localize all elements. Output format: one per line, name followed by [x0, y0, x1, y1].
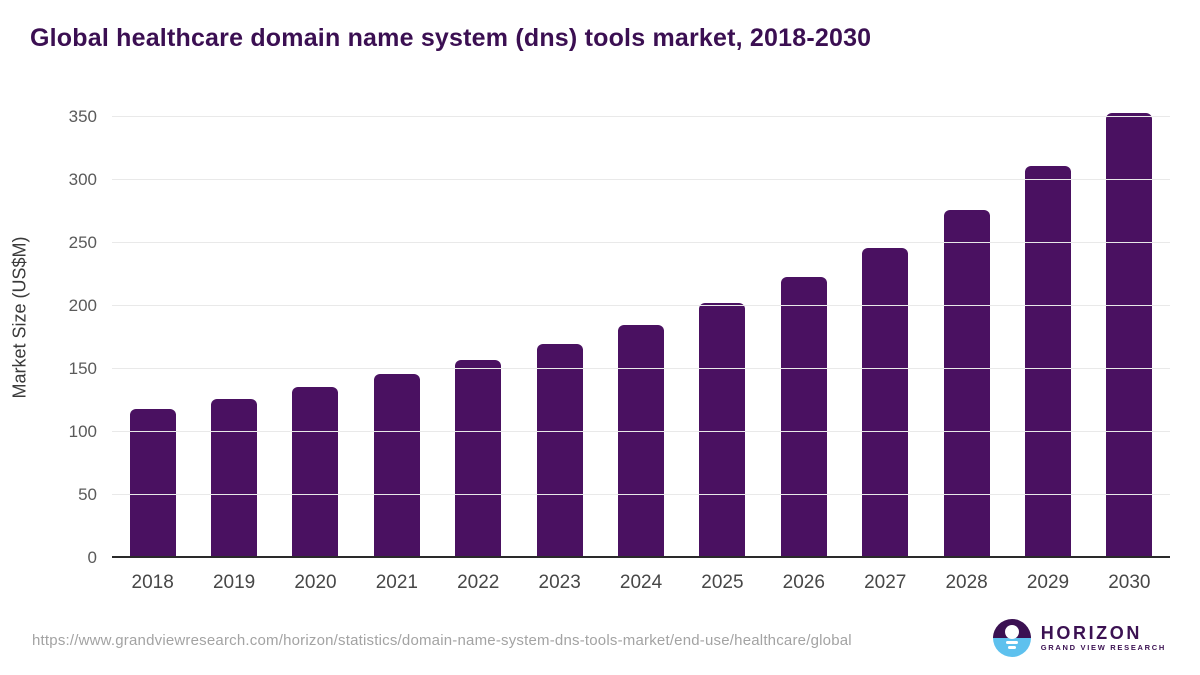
y-tick-label: 350 — [68, 107, 97, 126]
bar-slot: 2027 — [845, 117, 926, 593]
horizon-logo-icon — [992, 619, 1031, 657]
x-tick-label: 2023 — [538, 572, 581, 593]
bar-2025[interactable] — [699, 303, 746, 558]
bar-slot: 2020 — [275, 117, 356, 593]
bar-2022[interactable] — [455, 360, 502, 558]
x-tick-label: 2021 — [375, 572, 418, 593]
y-tick-label: 250 — [68, 233, 97, 252]
logo-text: HORIZON GRAND VIEW RESEARCH — [1041, 623, 1166, 653]
bar-slot: 2024 — [600, 117, 681, 593]
plot-area: 2018 2019 2020 2021 2022 2023 2024 2025 2026 2027… — [112, 113, 1170, 593]
bar-2028[interactable] — [943, 210, 990, 558]
y-axis: 0 50 100 150 200 250 300 350 — [0, 108, 97, 567]
y-tick-label: 150 — [68, 359, 97, 378]
y-tick-label: 50 — [78, 485, 97, 505]
bar-2024[interactable] — [618, 324, 665, 558]
x-tick-label: 2022 — [457, 572, 500, 593]
logo-reflection-line — [1007, 646, 1016, 649]
x-tick-label: 2020 — [294, 572, 337, 593]
bars-row: 2018 2019 2020 2021 2022 2023 2024 2025 2026 2027… — [112, 113, 1170, 593]
y-tick-label: 0 — [87, 548, 97, 567]
gridline — [112, 179, 1170, 180]
bar-2018[interactable] — [129, 409, 176, 558]
bar-2029[interactable] — [1024, 166, 1071, 558]
source-url: https://www.grandviewresearch.com/horizo… — [32, 632, 852, 649]
x-tick-label: 2024 — [619, 572, 663, 593]
x-tick-label: 2027 — [864, 572, 907, 593]
logo-subtitle: GRAND VIEW RESEARCH — [1040, 643, 1166, 652]
bar-slot: 2026 — [763, 117, 844, 593]
horizon-logo: HORIZON GRAND VIEW RESEARCH — [992, 619, 1166, 657]
chart-title: Global healthcare domain name system (dn… — [30, 24, 872, 52]
x-tick-label: 2018 — [131, 572, 174, 593]
gridline — [112, 368, 1170, 369]
bar-slot: 2030 — [1089, 113, 1170, 593]
bar-slot: 2025 — [682, 117, 763, 593]
logo-sun-shape — [1004, 625, 1019, 639]
x-tick-label: 2025 — [701, 572, 744, 593]
bar-slot: 2029 — [1007, 117, 1088, 593]
y-tick-label: 200 — [68, 296, 97, 316]
bar-slot: 2023 — [519, 117, 600, 593]
bar-slot: 2018 — [112, 117, 193, 593]
bar-2023[interactable] — [536, 343, 583, 558]
bar-2020[interactable] — [292, 386, 339, 558]
x-tick-label: 2019 — [212, 572, 256, 593]
bar-2026[interactable] — [780, 277, 827, 558]
x-tick-label: 2026 — [782, 572, 825, 593]
bar-slot: 2021 — [356, 117, 437, 593]
bar-2027[interactable] — [862, 248, 909, 558]
logo-reflection-line — [1005, 641, 1018, 644]
x-tick-label: 2029 — [1026, 572, 1070, 593]
bar-2030[interactable] — [1106, 113, 1153, 558]
y-tick-label: 300 — [68, 170, 97, 189]
x-tick-label: 2028 — [945, 572, 988, 593]
gridline — [112, 305, 1170, 306]
logo-name: HORIZON — [1040, 623, 1142, 643]
bar-slot: 2019 — [193, 117, 274, 593]
x-axis-line — [112, 556, 1170, 558]
gridline — [112, 431, 1170, 432]
gridline — [112, 242, 1170, 243]
gridline — [112, 494, 1170, 495]
x-tick-label: 2030 — [1108, 572, 1151, 593]
y-tick-label: 100 — [68, 422, 97, 442]
bar-2019[interactable] — [211, 399, 258, 558]
gridline — [112, 116, 1170, 117]
bar-slot: 2028 — [926, 117, 1007, 593]
bar-2021[interactable] — [373, 374, 420, 558]
bar-slot: 2022 — [438, 117, 519, 593]
